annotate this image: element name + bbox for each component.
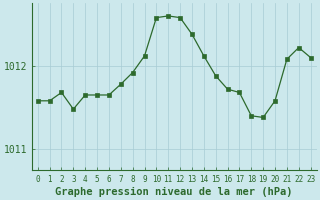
X-axis label: Graphe pression niveau de la mer (hPa): Graphe pression niveau de la mer (hPa): [55, 186, 293, 197]
